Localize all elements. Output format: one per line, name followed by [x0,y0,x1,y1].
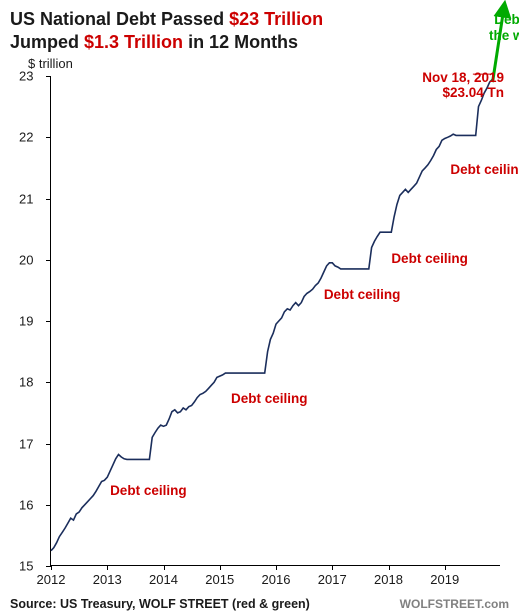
debt-ceiling-label: Debt ceiling [231,391,308,406]
debt-ceiling-label: Debt ceiling [324,287,401,302]
y-tick-label: 18 [19,375,33,390]
chart-title: US National Debt Passed $23 Trillion Jum… [0,0,519,58]
y-tick-label: 17 [19,436,33,451]
y-tick-label: 16 [19,497,33,512]
wazoo-line2: the wazoo [489,28,519,44]
x-tick-label: 2015 [205,572,234,587]
date-value-label: Nov 18, 2019$23.04 Tn [422,70,504,100]
x-tick-label: 2012 [37,572,66,587]
wazoo-label: Debt outthe wazoo [489,12,519,43]
brand-text: WOLFSTREET.com [400,597,509,611]
wazoo-line1: Debt out [489,12,519,28]
title-line1-red: $23 Trillion [229,9,323,29]
y-tick-label: 22 [19,130,33,145]
chart-area: $ trillion 15161718192021222320122013201… [0,56,519,596]
y-tick-label: 20 [19,252,33,267]
y-tick-label: 23 [19,69,33,84]
debt-line [51,74,494,551]
x-tick-label: 2014 [149,572,178,587]
x-tick-label: 2017 [318,572,347,587]
plot-region: 1516171819202122232012201320142015201620… [50,76,500,566]
debt-ceiling-label: Debt ceiling [391,251,468,266]
date-label-line1: Nov 18, 2019 [422,70,504,85]
title-line2-suffix: in 12 Months [183,32,298,52]
title-line1-prefix: US National Debt Passed [10,9,229,29]
debt-ceiling-label: Debt ceiling [450,162,519,177]
date-label-line2: $23.04 Tn [422,85,504,100]
y-tick-label: 21 [19,191,33,206]
x-tick-label: 2018 [374,572,403,587]
title-line2-prefix: Jumped [10,32,84,52]
debt-ceiling-label: Debt ceiling [110,483,187,498]
source-text: Source: US Treasury, WOLF STREET (red & … [10,597,310,611]
x-tick-label: 2013 [93,572,122,587]
y-tick-label: 15 [19,559,33,574]
x-tick-label: 2016 [262,572,291,587]
title-line2-red: $1.3 Trillion [84,32,183,52]
y-tick-label: 19 [19,314,33,329]
y-axis-label: $ trillion [28,56,73,71]
x-tick-label: 2019 [430,572,459,587]
